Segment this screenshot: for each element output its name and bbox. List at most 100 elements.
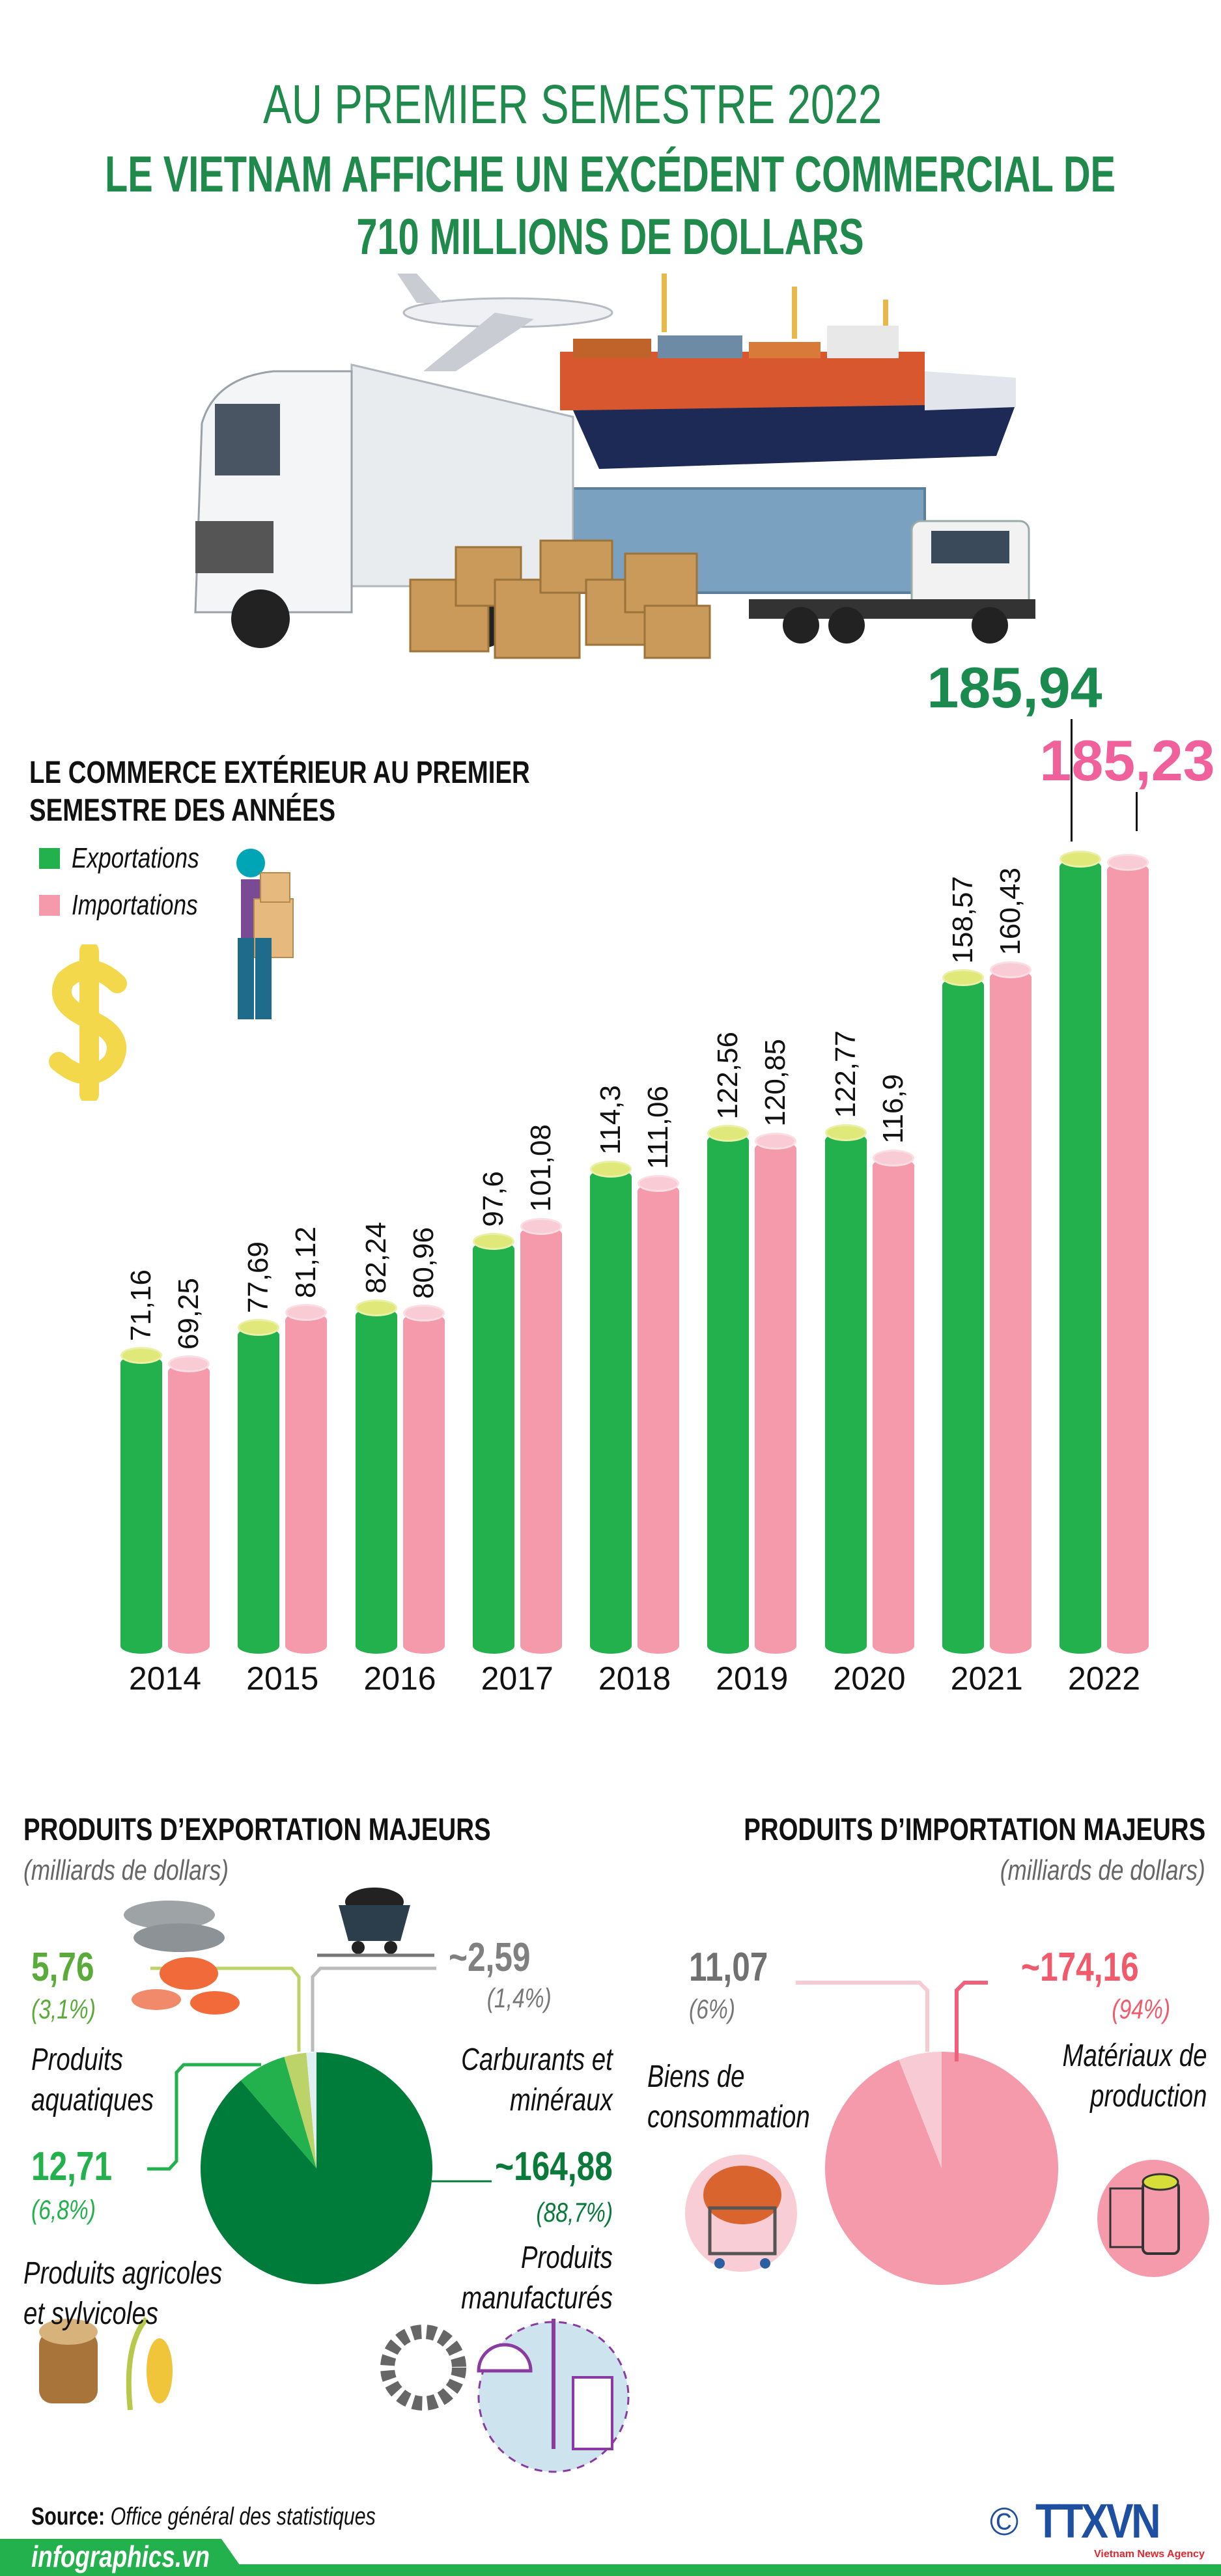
agri-pct: (6,8%) [31,2194,96,2225]
export-pie-slice-carburants-et-minéraux [306,2052,316,2168]
legend-swatch-imports [39,895,60,916]
consumer-value: 11,07 [689,1945,768,1990]
import-bar-2019 [755,1140,797,1654]
title-line-3: 710 MILLIONS DE DOLLARS [356,208,864,265]
consumer-label-line-1: Biens de [647,2059,745,2094]
year-label-2022: 2022 [1067,1660,1141,1697]
import-bar-2018 [638,1183,679,1654]
export-bar-cap-2015 [238,1319,280,1337]
production-label: Matériaux de production [1062,2036,1207,2117]
exports-title: PRODUITS D’EXPORTATION MAJEURS [23,1813,491,1847]
import-value-label-2015: 81,12 [290,1226,322,1299]
agri-label: Produits agricoles et sylvicoles [23,2254,222,2335]
manuf-value: ~164,88 [495,2144,613,2189]
export-value-label-2014: 71,16 [125,1269,157,1342]
export-bar-2019 [707,1133,750,1654]
callout-export-2022: 185,94 [927,655,1102,720]
title-line-2: LE VIETNAM AFFICHE UN EXCÉDENT COMMERCIA… [104,145,1116,203]
copyright-icon: © [990,2500,1019,2543]
consumer-pct: (6%) [689,1994,735,2024]
logistics-illustration [194,274,1035,659]
import-bar-cap-2015 [285,1304,328,1322]
manuf-label-line-1: Produits [521,2241,613,2275]
export-pie-slice-produits-agricoles-et-sylvicoles [240,2057,316,2168]
year-label-2020: 2020 [833,1660,906,1697]
legend-label-imports: Importations [72,889,198,921]
aquatic-label-line-2: aquatiques [31,2083,154,2118]
export-pie-slice-produits-aquatiques [284,2052,316,2168]
export-bar-2018 [590,1169,632,1654]
import-value-label-2016: 80,96 [407,1227,440,1299]
import-bar-cap-2020 [872,1149,914,1167]
leader-line-agri [147,2063,261,2171]
import-value-label-2017: 101,08 [524,1124,557,1212]
chart-title: LE COMMERCE EXTÉRIEUR AU PREMIER SEMESTR… [29,754,530,829]
source-label: Source: [31,2503,105,2530]
export-bar-cap-2020 [824,1124,867,1141]
leader-line-fuel [311,1966,436,2052]
export-bar-cap-2018 [590,1161,632,1178]
aquatic-label: Produits aquatiques [31,2040,154,2121]
chart-title-line-2: SEMESTRE DES ANNÉES [29,793,336,828]
manuf-label: Produits manufacturés [461,2238,613,2319]
import-bar-cap-2018 [638,1174,679,1192]
import-value-label-2020: 116,9 [877,1073,909,1144]
agri-label-line-1: Produits agricoles [23,2256,223,2291]
seafood-icon [124,1901,240,2015]
imports-unit: (milliards de dollars) [1000,1854,1205,1886]
airplane-icon [397,274,613,371]
export-bar-cap-2019 [707,1125,750,1142]
year-label-2016: 2016 [363,1660,436,1697]
agri-label-line-2: et sylvicoles [23,2297,158,2332]
export-bar-2022 [1060,859,1101,1654]
footer-green-strip [0,2564,1221,2576]
year-label-2018: 2018 [598,1660,671,1697]
manuf-label-line-2: manufacturés [461,2281,613,2316]
aquatic-pct: (3,1%) [31,1994,96,2024]
export-bar-cap-2016 [355,1299,397,1316]
manufacturing-icon [380,2319,630,2473]
import-bar-2021 [989,969,1032,1654]
agri-value: 12,71 [31,2144,113,2189]
imports-title: PRODUITS D’IMPORTATION MAJEURS [744,1813,1205,1847]
export-value-label-2021: 158,57 [946,875,979,964]
leader-line-consumer [796,1981,929,2052]
fuel-label-line-1: Carburants et [461,2043,613,2077]
fuel-pct: (1,4%) [487,1983,552,2013]
aquatic-value: 5,76 [31,1945,94,1990]
ttxvn-logo-subtitle: Vietnam News Agency [1094,2549,1205,2560]
fuel-label: Carburants et minéraux [461,2040,613,2121]
worker-icon [236,849,294,1019]
import-value-label-2014: 69,25 [173,1278,204,1350]
import-value-label-2018: 111,06 [642,1085,674,1169]
export-bar-2017 [472,1241,514,1654]
shopping-cart-icon [685,2155,797,2272]
export-bar-2015 [238,1327,280,1654]
import-bar-2017 [520,1226,562,1654]
truck-left-icon [194,363,574,648]
site-link[interactable]: infographics.vn [31,2540,210,2573]
year-label-2015: 2015 [246,1660,319,1697]
production-value: ~174,16 [1021,1945,1139,1990]
import-pie-slice-matériaux-de-production [824,2052,1058,2285]
export-bar-2014 [120,1355,162,1654]
export-bar-2021 [942,978,984,1654]
import-bar-cap-2021 [989,961,1032,978]
consumer-label-line-2: consommation [647,2100,810,2135]
legend-swatch-exports [39,848,60,869]
export-bar-2020 [824,1132,867,1654]
export-bar-cap-2022 [1060,851,1101,868]
coal-cart-icon [317,1888,434,1957]
production-label-line-1: Matériaux de [1062,2039,1207,2073]
title-line-1: AU PREMIER SEMESTRE 2022 [263,74,882,135]
export-bar-cap-2017 [472,1232,514,1250]
legend-label-exports: Exportations [72,842,199,874]
source-text: Office général des statistiques [110,2503,376,2530]
dollar-sign-icon [49,944,127,1101]
callout-line-import-2022 [1136,792,1138,831]
consumer-label: Biens de consommation [647,2057,810,2138]
leader-line-aquatic [150,1966,301,2052]
export-bar-cap-2021 [942,969,984,987]
import-pie-slice-biens-de-consommation [899,2052,942,2168]
export-bar-2016 [355,1307,397,1654]
